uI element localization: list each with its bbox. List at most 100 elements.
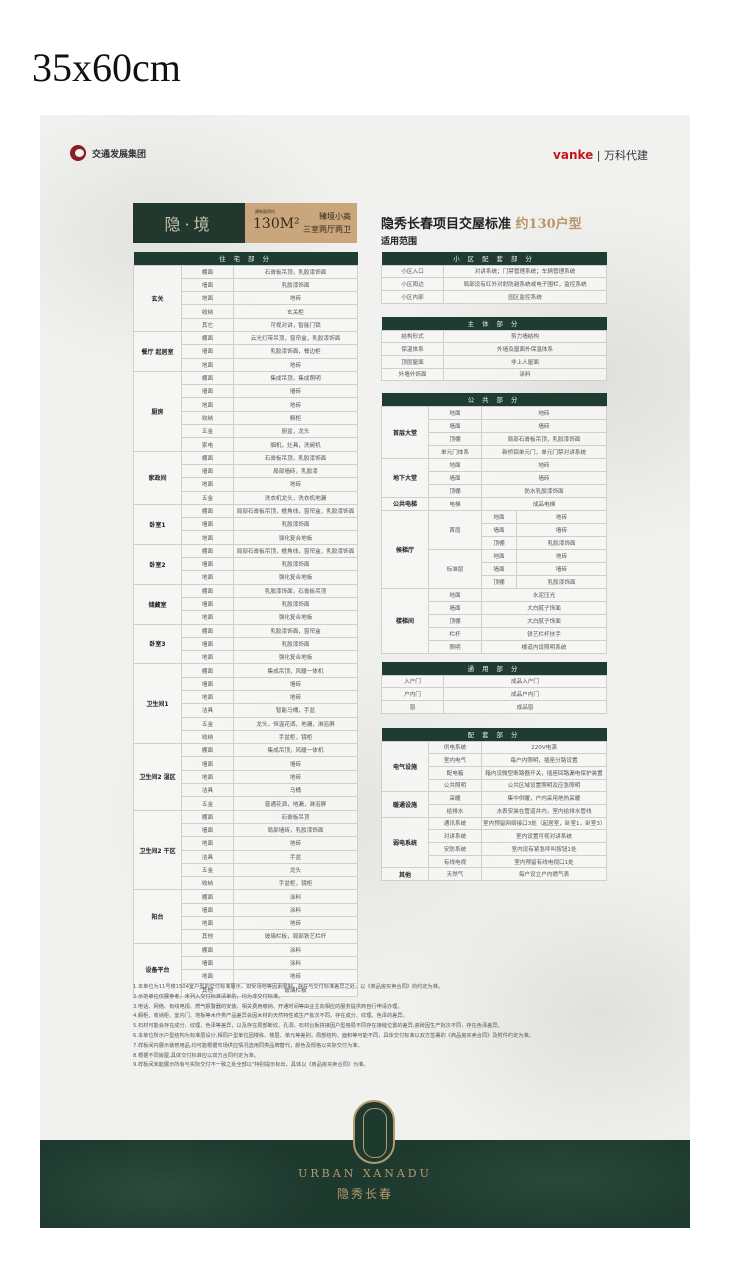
note-line: 9.样板间未能展示所有与实际交付不一致之处全部以"特别提示标出，具体以《商品房买… [133, 1062, 369, 1069]
room-label: 卫生间1 [133, 663, 182, 745]
item-value: 乳胶漆饰面，石膏板吊顶 [232, 583, 359, 598]
item-label: 顶棚 [481, 535, 517, 550]
item-value: 乳胶漆饰面 [232, 517, 359, 532]
table-row: 室内电气 每户内照明，插座分路设置 [382, 753, 608, 767]
item-value: 地砖 [232, 291, 359, 306]
table-row: 给排水 水表安装在管道井内，室内给排水管线 [382, 803, 608, 818]
jiaotong-logo: 交通发展集团 [70, 145, 146, 161]
table-row: 首层大堂 地面 地砖 [381, 405, 608, 459]
room-label: 弱电系统 [381, 816, 429, 869]
room-label: 卧室2 [133, 543, 182, 585]
item-value: 强化复合地板 [232, 610, 359, 625]
item-label: 棚面 [181, 264, 234, 279]
general-table: 通 用 部 分入户门 成品入户门 户内门 成品户内门窗成品窗 [381, 662, 608, 714]
table-row: 墙面 墙砖 [134, 676, 359, 692]
item-value: 地砖 [232, 836, 359, 851]
item-label: 小区内部 [381, 289, 444, 304]
item-value: 墙砖 [515, 522, 608, 537]
table-row: 收纳 玄关柜 [134, 304, 359, 319]
size-label: 35x60cm [32, 45, 181, 90]
item-label: 地面 [428, 587, 482, 602]
item-value: 室内预留有线电视口1处 [480, 854, 608, 869]
item-value: 普通花洒，地漏，淋浴屏 [232, 796, 359, 811]
item-label: 洁具 [181, 703, 234, 718]
item-label: 棚面 [181, 583, 234, 598]
item-label: 小区周边 [381, 277, 444, 291]
table-row: 厨房 棚面 集成吊顶，集成照明 [133, 370, 359, 452]
item-value: 成品入户门 [442, 674, 608, 689]
table-row: 顶棚 大白腻子饰面 [382, 613, 608, 628]
item-value: 墙砖 [515, 561, 608, 576]
item-label: 地面 [181, 570, 234, 585]
item-value: 铁艺栏杆扶手 [480, 626, 608, 641]
table-row: 家政间 棚面 石膏板吊顶，乳胶漆饰面 [133, 450, 359, 505]
item-value: 220V电源 [480, 740, 608, 755]
item-label: 有线电视 [428, 854, 482, 869]
room-label: 楼梯间 [381, 587, 429, 654]
item-label: 棚面 [181, 809, 234, 824]
item-value: 洗衣机龙头，洗衣机地漏 [232, 490, 359, 505]
item-value: 石膏板吊顶 [232, 809, 359, 824]
item-label: 五金 [181, 424, 234, 439]
item-value: 马桶 [232, 783, 359, 798]
item-value: 每户内照明，插座分路设置 [480, 753, 608, 767]
table-row: 顶棚 乳胶漆饰面 [382, 535, 608, 550]
table-row: 顶层屋面 非上人屋面 [381, 354, 608, 369]
table-row: 通 用 部 分 [381, 662, 607, 675]
item-value: 地砖 [232, 916, 359, 931]
table-row: 其他 玻璃栏板 [134, 982, 359, 997]
item-value: 涂料 [232, 955, 359, 971]
item-value: 墙砖 [232, 756, 359, 771]
item-label: 棚面 [181, 370, 234, 386]
item-value: 集成吊顶，风暖一体机 [232, 663, 359, 678]
item-value: 石膏板吊顶，乳胶漆饰面 [232, 264, 359, 279]
item-label: 地面 [181, 836, 234, 851]
item-value: 可视对讲，智能门锁 [232, 317, 359, 332]
item-value: 乳胶漆饰面 [232, 557, 359, 572]
item-label: 室内电气 [428, 753, 482, 767]
item-value: 玄关柜 [232, 304, 359, 319]
item-value: 公共区域设置照明及应急照明 [480, 778, 608, 793]
item-value: 水泥压光 [480, 587, 608, 602]
table-row: 单元门体系 新桥铝单元门，单元门禁对讲系统 [382, 444, 608, 459]
item-value: 手盆柜，镜柜 [232, 876, 359, 891]
item-label: 收纳 [181, 410, 234, 426]
facilities-table: 配 套 部 分电气设施 供电系统 220V电源 室内电气 每户内照明，插座分路设置 配电箱… [381, 728, 608, 882]
item-label: 其他 [181, 929, 234, 944]
note-line: 3.电话、网络、有线电视、燃气报警器的安装、相关费用缴纳、开通时间等由业主向相应… [133, 1003, 403, 1010]
room-label: 暖通设施 [381, 791, 429, 818]
table-row: 墙面 涂料 [134, 955, 359, 971]
item-label: 其它 [181, 317, 234, 332]
item-label: 墙面 [428, 418, 482, 433]
item-value: 乳胶漆饰面 [515, 574, 608, 589]
vanke-text: 万科代建 [604, 149, 648, 162]
note-line: 4.橱柜、收纳柜、室内门、地板等木作类产品差异会因木材的天然特性或生产批次不同，… [133, 1013, 408, 1020]
table-row: 标准层 地面 地砖 [382, 548, 608, 589]
item-value: 强化复合地板 [232, 650, 359, 665]
item-label: 天然气 [428, 867, 482, 882]
table-row: 顶棚 乳胶漆饰面 [382, 574, 608, 589]
item-label: 顶棚 [428, 483, 482, 498]
table-row: 卧室3 棚面 乳胶漆饰面，窗帘盒 [133, 623, 359, 665]
item-value: 地砖 [515, 509, 608, 524]
item-label: 栏杆 [428, 626, 482, 641]
item-label: 公共照明 [428, 778, 482, 793]
table-row: 设备平台 棚面 涂料 [133, 942, 359, 997]
item-label: 地面 [181, 916, 234, 931]
item-label: 地面 [181, 650, 234, 665]
item-value: 对讲系统；门禁管理系统；车辆管理系统 [442, 264, 608, 279]
residential-table: 住 宅 部 分玄关 棚面 石膏板吊顶，乳胶漆饰面 墙面 乳胶漆饰面 地面 地砖 收纳 玄关柜 其它… [133, 252, 359, 997]
item-label: 墙面 [481, 561, 517, 576]
table-row: 五金 厨盆，龙头 [134, 424, 359, 439]
note-line: 2.示范单位仅展参考，未列入交付标准清单的，均为非交付标准。 [133, 993, 284, 1000]
table-row: 墙面 乳胶漆饰面 [134, 636, 359, 652]
note-line: 1.本单位为11号楼1504室户型的交付标准展示，如受场地等因素限制，存在与交付… [133, 984, 444, 990]
room-label: 公共电梯 [381, 496, 429, 511]
item-value: 智能马桶，手盆 [232, 703, 359, 718]
item-label: 五金 [181, 490, 234, 505]
note-line: 8.根据不同房屋,具体交付标准应以双方合同约定为准。 [133, 1052, 259, 1059]
item-value: 地砖 [232, 477, 359, 492]
item-label: 墙面 [481, 522, 517, 537]
item-label: 墙面 [181, 277, 234, 293]
item-label: 墙面 [181, 384, 234, 399]
